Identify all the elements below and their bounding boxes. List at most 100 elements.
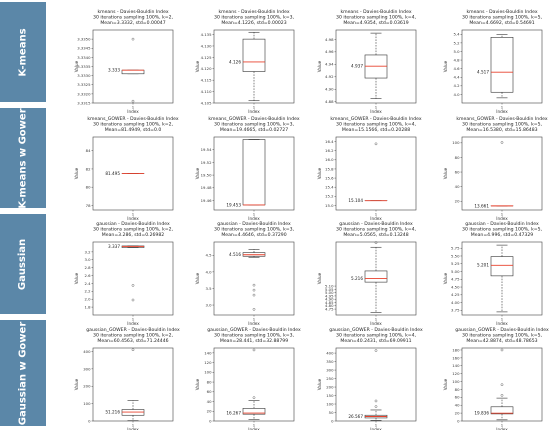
- y-axis-label: Value: [443, 167, 448, 179]
- y-tick-label: 5.00: [325, 290, 334, 295]
- y-tick-label: 180: [452, 347, 460, 352]
- plot-title-line: Mean=4.9354, std=0.03619: [343, 20, 408, 26]
- y-tick-label: 4.5: [205, 253, 212, 258]
- outlier-point: [374, 241, 378, 244]
- y-tick-label: 2.8: [84, 265, 91, 270]
- plot-title-line: Mean=42.8874, std=48.78653: [466, 338, 537, 344]
- y-tick-label: 400: [326, 350, 334, 355]
- outlier-point: [131, 284, 135, 287]
- y-tick-label: 4.25: [451, 292, 460, 297]
- plot-title-line: kmeans - Davies-Bouldin Index: [97, 9, 168, 15]
- outlier-point: [374, 142, 378, 146]
- y-axis-label: Value: [195, 60, 200, 72]
- x-axis-label: Index: [127, 321, 139, 326]
- y-tick-label: 15.0: [325, 203, 334, 208]
- y-tick-label: 50: [329, 410, 334, 415]
- y-tick-label: 19.48: [201, 185, 212, 190]
- plot-title-line: Mean=81.4949, std=0.0: [105, 127, 162, 133]
- y-tick-label: 4.90: [325, 87, 334, 92]
- plot-title-line: Mean=19.4665, std=0.02727: [220, 127, 288, 133]
- plot-title-line: 30 iterations sampling 100%, k=2,: [93, 15, 173, 21]
- plot-title-line: kmeans - Davies-Bouldin Index: [340, 9, 411, 15]
- plot-title-line: kmeans_GOWER - Davies-Bouldin Index: [208, 116, 299, 122]
- plot-title-line: 30 iterations sampling 100%, k=4,: [336, 227, 416, 233]
- boxplot-panel: gaussian_GOWER - Davies-Bouldin Index30 …: [195, 327, 301, 430]
- median-value-label: 81.495: [105, 171, 120, 176]
- y-tick-label: 4.90: [325, 297, 334, 302]
- y-tick-label: 15.6: [325, 175, 334, 180]
- y-axis-label: Value: [74, 378, 79, 390]
- y-tick-label: 16.2: [325, 148, 334, 153]
- y-tick-label: 4.105: [201, 100, 212, 105]
- x-tick-label: 1: [501, 212, 504, 217]
- x-axis-label: Index: [127, 216, 139, 221]
- y-tick-label: 5.00: [451, 269, 460, 274]
- plot-title-line: gaussian - Davies-Bouldin Index: [217, 221, 291, 227]
- x-axis-label: Index: [248, 427, 260, 430]
- plot-title-line: Mean=16.5380, std=15.86483: [466, 127, 537, 133]
- y-tick-label: 3.3345: [77, 46, 91, 51]
- y-tick-label: 19.52: [201, 160, 212, 165]
- y-tick-label: 150: [326, 393, 334, 398]
- x-axis-label: Index: [496, 427, 508, 430]
- y-axis-label: Value: [195, 272, 200, 284]
- y-tick-label: 5.75: [451, 246, 460, 251]
- row-label-kmeans: K-means: [0, 2, 46, 102]
- x-tick-label: 1: [253, 317, 256, 322]
- y-tick-label: 4.120: [201, 66, 212, 71]
- y-tick-label: 20: [207, 409, 212, 414]
- y-tick-label: 2.2: [84, 289, 91, 294]
- x-axis-label: Index: [127, 109, 139, 114]
- y-axis-label: Value: [317, 60, 322, 72]
- median-value-label: 26.567: [348, 414, 363, 419]
- y-tick-label: 19.50: [201, 172, 212, 177]
- y-tick-label: 0: [209, 418, 212, 423]
- row-label-gaussian: Gaussian: [0, 214, 46, 314]
- y-axis-label: Value: [74, 272, 79, 284]
- median-value-label: 19.453: [226, 202, 241, 207]
- plot-title-line: gaussian - Davies-Bouldin Index: [96, 221, 170, 227]
- x-axis-label: Index: [496, 216, 508, 221]
- iqr-box: [242, 408, 266, 415]
- y-tick-label: 4.95: [325, 293, 334, 298]
- y-tick-label: 3.3350: [77, 37, 91, 42]
- y-tick-label: 200: [83, 384, 91, 389]
- y-tick-label: 4.115: [201, 78, 212, 83]
- y-tick-label: 4.130: [201, 43, 212, 48]
- y-tick-label: 60: [455, 169, 460, 174]
- y-tick-label: 250: [326, 376, 334, 381]
- median-value-label: 4.517: [477, 70, 489, 75]
- y-tick-label: 5.4: [453, 32, 460, 37]
- y-tick-label: 100: [83, 401, 91, 406]
- y-tick-label: 3.3320: [77, 91, 91, 96]
- y-tick-label: 5.05: [325, 287, 334, 292]
- x-tick-label: 1: [501, 105, 504, 110]
- y-tick-label: 4.92: [325, 74, 334, 79]
- y-tick-label: 4.00: [451, 300, 460, 305]
- outlier-point: [500, 141, 504, 144]
- x-tick-label: 1: [253, 212, 256, 217]
- plot-title-line: gaussian_GOWER - Davies-Bouldin Index: [207, 327, 301, 333]
- y-tick-label: 82: [86, 166, 91, 171]
- x-axis-label: Index: [496, 321, 508, 326]
- plot-title-line: Mean=40.2431, std=69.09911: [340, 338, 411, 344]
- median-value-label: 16.267: [226, 410, 241, 415]
- y-tick-label: 0: [88, 418, 91, 423]
- outlier-point: [500, 394, 504, 397]
- plot-title-line: Mean=4.4646, std=0.37290: [221, 232, 286, 238]
- plot-title-line: Mean=4.1226, std=0.00023: [221, 20, 286, 26]
- y-tick-label: 3.5: [205, 286, 212, 291]
- y-tick-label: 2.0: [84, 297, 91, 302]
- y-tick-label: 20: [455, 411, 460, 416]
- y-tick-label: 15.4: [325, 185, 334, 190]
- y-tick-label: 80: [455, 387, 460, 392]
- y-tick-label: 100: [452, 379, 460, 384]
- plot-title-line: 30 iterations sampling 100%, k=4,: [336, 333, 416, 339]
